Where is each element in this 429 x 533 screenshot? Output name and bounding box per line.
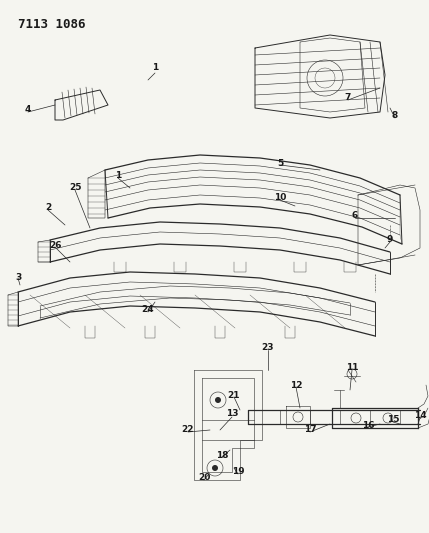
Text: 26: 26 bbox=[49, 240, 61, 249]
Text: 8: 8 bbox=[392, 110, 398, 119]
Text: 10: 10 bbox=[274, 193, 286, 203]
Text: 5: 5 bbox=[277, 158, 283, 167]
Text: 17: 17 bbox=[304, 425, 316, 434]
Text: 22: 22 bbox=[182, 425, 194, 434]
Text: 12: 12 bbox=[290, 381, 302, 390]
Circle shape bbox=[212, 465, 218, 471]
Text: 25: 25 bbox=[69, 183, 81, 192]
Text: 7: 7 bbox=[345, 93, 351, 102]
Text: 3: 3 bbox=[15, 273, 21, 282]
Text: 21: 21 bbox=[228, 391, 240, 400]
Text: 20: 20 bbox=[198, 473, 210, 482]
Text: 23: 23 bbox=[262, 343, 274, 352]
Text: 4: 4 bbox=[25, 106, 31, 115]
Text: 15: 15 bbox=[387, 416, 399, 424]
Text: 6: 6 bbox=[352, 211, 358, 220]
Text: 14: 14 bbox=[414, 410, 426, 419]
Text: 18: 18 bbox=[216, 450, 228, 459]
Text: 19: 19 bbox=[232, 467, 244, 477]
Text: 9: 9 bbox=[387, 236, 393, 245]
Text: 2: 2 bbox=[45, 204, 51, 213]
Text: 1: 1 bbox=[115, 171, 121, 180]
Text: 11: 11 bbox=[346, 364, 358, 373]
Circle shape bbox=[215, 397, 221, 403]
Text: 7113 1086: 7113 1086 bbox=[18, 18, 85, 31]
Text: 24: 24 bbox=[142, 305, 154, 314]
Text: 1: 1 bbox=[152, 63, 158, 72]
Text: 13: 13 bbox=[226, 409, 238, 418]
Text: 16: 16 bbox=[362, 421, 374, 430]
